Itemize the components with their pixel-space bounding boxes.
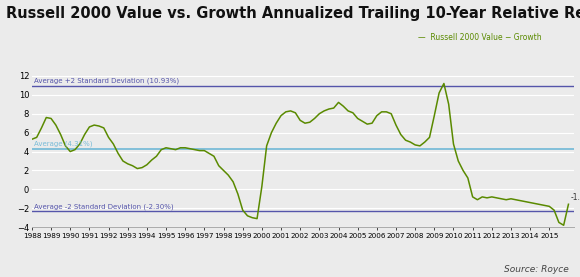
Text: Russell 2000 Value vs. Growth Annualized Trailing 10-Year Relative Return Throug: Russell 2000 Value vs. Growth Annualized… bbox=[6, 6, 580, 20]
Text: Source: Royce: Source: Royce bbox=[503, 265, 568, 274]
Text: Average -2 Standard Deviation (-2.30%): Average -2 Standard Deviation (-2.30%) bbox=[34, 203, 173, 210]
Text: —  Russell 2000 Value − Growth: — Russell 2000 Value − Growth bbox=[418, 33, 541, 42]
Text: -1.58%¹: -1.58%¹ bbox=[570, 193, 580, 202]
Text: Average +2 Standard Deviation (10.93%): Average +2 Standard Deviation (10.93%) bbox=[34, 78, 179, 84]
Text: Average (4.31%): Average (4.31%) bbox=[34, 140, 92, 147]
